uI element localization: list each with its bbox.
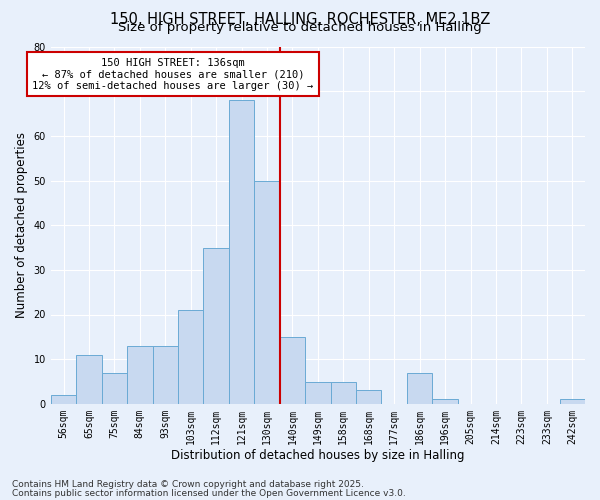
Bar — [356, 390, 382, 404]
Text: 150, HIGH STREET, HALLING, ROCHESTER, ME2 1BZ: 150, HIGH STREET, HALLING, ROCHESTER, ME… — [110, 12, 490, 26]
Bar — [254, 180, 280, 404]
Bar — [229, 100, 254, 404]
Bar — [127, 346, 152, 404]
Bar — [76, 354, 101, 404]
Y-axis label: Number of detached properties: Number of detached properties — [15, 132, 28, 318]
Bar — [560, 400, 585, 404]
Bar — [331, 382, 356, 404]
Bar — [407, 372, 433, 404]
Bar — [51, 395, 76, 404]
Bar — [152, 346, 178, 404]
Bar — [203, 248, 229, 404]
Bar — [101, 372, 127, 404]
Text: Contains public sector information licensed under the Open Government Licence v3: Contains public sector information licen… — [12, 488, 406, 498]
Bar — [178, 310, 203, 404]
Bar — [433, 400, 458, 404]
Text: Size of property relative to detached houses in Halling: Size of property relative to detached ho… — [118, 22, 482, 35]
Bar — [280, 337, 305, 404]
Text: Contains HM Land Registry data © Crown copyright and database right 2025.: Contains HM Land Registry data © Crown c… — [12, 480, 364, 489]
X-axis label: Distribution of detached houses by size in Halling: Distribution of detached houses by size … — [171, 450, 464, 462]
Text: 150 HIGH STREET: 136sqm
← 87% of detached houses are smaller (210)
12% of semi-d: 150 HIGH STREET: 136sqm ← 87% of detache… — [32, 58, 314, 91]
Bar — [305, 382, 331, 404]
